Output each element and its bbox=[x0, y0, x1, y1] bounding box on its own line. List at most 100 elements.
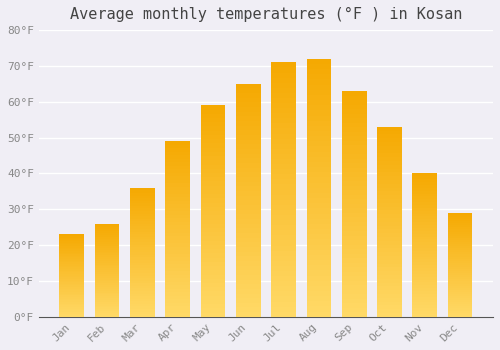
Bar bbox=[200, 237, 226, 241]
Bar bbox=[271, 108, 296, 113]
Bar bbox=[236, 196, 260, 200]
Bar bbox=[236, 312, 260, 317]
Bar bbox=[306, 59, 331, 64]
Bar bbox=[166, 303, 190, 306]
Bar bbox=[130, 258, 155, 260]
Bar bbox=[342, 272, 366, 276]
Bar bbox=[200, 173, 226, 177]
Bar bbox=[166, 292, 190, 296]
Bar bbox=[236, 89, 260, 93]
Bar bbox=[377, 233, 402, 237]
Bar bbox=[130, 260, 155, 262]
Bar bbox=[271, 139, 296, 144]
Bar bbox=[412, 308, 437, 311]
Bar bbox=[448, 271, 472, 273]
Bar bbox=[377, 184, 402, 188]
Bar bbox=[166, 215, 190, 218]
Bar bbox=[200, 274, 226, 279]
Bar bbox=[236, 270, 260, 275]
Bar bbox=[166, 145, 190, 148]
Bar bbox=[377, 267, 402, 271]
Bar bbox=[94, 308, 120, 309]
Bar bbox=[200, 296, 226, 300]
Bar bbox=[130, 250, 155, 252]
Bar bbox=[94, 278, 120, 280]
Bar bbox=[448, 213, 472, 215]
Bar bbox=[306, 152, 331, 157]
Bar bbox=[342, 290, 366, 294]
Bar bbox=[377, 131, 402, 134]
Bar bbox=[166, 204, 190, 208]
Bar bbox=[306, 172, 331, 177]
Bar bbox=[412, 300, 437, 302]
Bar bbox=[306, 110, 331, 116]
Bar bbox=[271, 184, 296, 190]
Bar bbox=[130, 288, 155, 291]
Bar bbox=[271, 251, 296, 256]
Bar bbox=[94, 248, 120, 250]
Bar bbox=[130, 312, 155, 314]
Bar bbox=[60, 286, 84, 287]
Bar bbox=[342, 122, 366, 127]
Bar bbox=[130, 203, 155, 206]
Bar bbox=[200, 262, 226, 266]
Bar bbox=[377, 165, 402, 169]
Bar bbox=[236, 93, 260, 98]
Bar bbox=[342, 96, 366, 100]
Bar bbox=[306, 224, 331, 229]
Bar bbox=[236, 98, 260, 103]
Bar bbox=[60, 269, 84, 271]
Bar bbox=[412, 271, 437, 274]
Bar bbox=[448, 252, 472, 254]
Bar bbox=[306, 265, 331, 270]
Bar bbox=[448, 232, 472, 234]
Bar bbox=[377, 309, 402, 313]
Bar bbox=[130, 299, 155, 301]
Bar bbox=[342, 236, 366, 240]
Bar bbox=[94, 298, 120, 300]
Bar bbox=[236, 303, 260, 308]
Bar bbox=[377, 153, 402, 157]
Bar bbox=[377, 245, 402, 248]
Bar bbox=[271, 266, 296, 271]
Bar bbox=[448, 286, 472, 288]
Bar bbox=[412, 314, 437, 317]
Bar bbox=[306, 141, 331, 147]
Bar bbox=[200, 304, 226, 308]
Bar bbox=[60, 243, 84, 244]
Bar bbox=[271, 118, 296, 124]
Bar bbox=[448, 248, 472, 250]
Bar bbox=[448, 215, 472, 217]
Bar bbox=[166, 271, 190, 275]
Bar bbox=[271, 220, 296, 225]
Bar bbox=[306, 239, 331, 245]
Bar bbox=[60, 282, 84, 284]
Bar bbox=[342, 204, 366, 208]
Bar bbox=[412, 237, 437, 239]
Bar bbox=[200, 114, 226, 118]
Bar bbox=[448, 230, 472, 232]
Bar bbox=[166, 296, 190, 299]
Bar bbox=[94, 255, 120, 257]
Bar bbox=[94, 313, 120, 315]
Bar bbox=[200, 270, 226, 274]
Bar bbox=[412, 305, 437, 308]
Bar bbox=[342, 249, 366, 254]
Bar bbox=[342, 154, 366, 159]
Bar bbox=[306, 275, 331, 281]
Bar bbox=[448, 302, 472, 304]
Bar bbox=[448, 221, 472, 223]
Bar bbox=[200, 177, 226, 181]
Bar bbox=[130, 252, 155, 255]
Bar bbox=[94, 261, 120, 263]
Bar bbox=[412, 251, 437, 254]
Bar bbox=[412, 259, 437, 262]
Bar bbox=[94, 237, 120, 239]
Bar bbox=[166, 250, 190, 254]
Bar bbox=[377, 138, 402, 142]
Bar bbox=[271, 205, 296, 210]
Bar bbox=[342, 91, 366, 96]
Bar bbox=[130, 273, 155, 275]
Bar bbox=[60, 234, 84, 236]
Bar bbox=[60, 314, 84, 315]
